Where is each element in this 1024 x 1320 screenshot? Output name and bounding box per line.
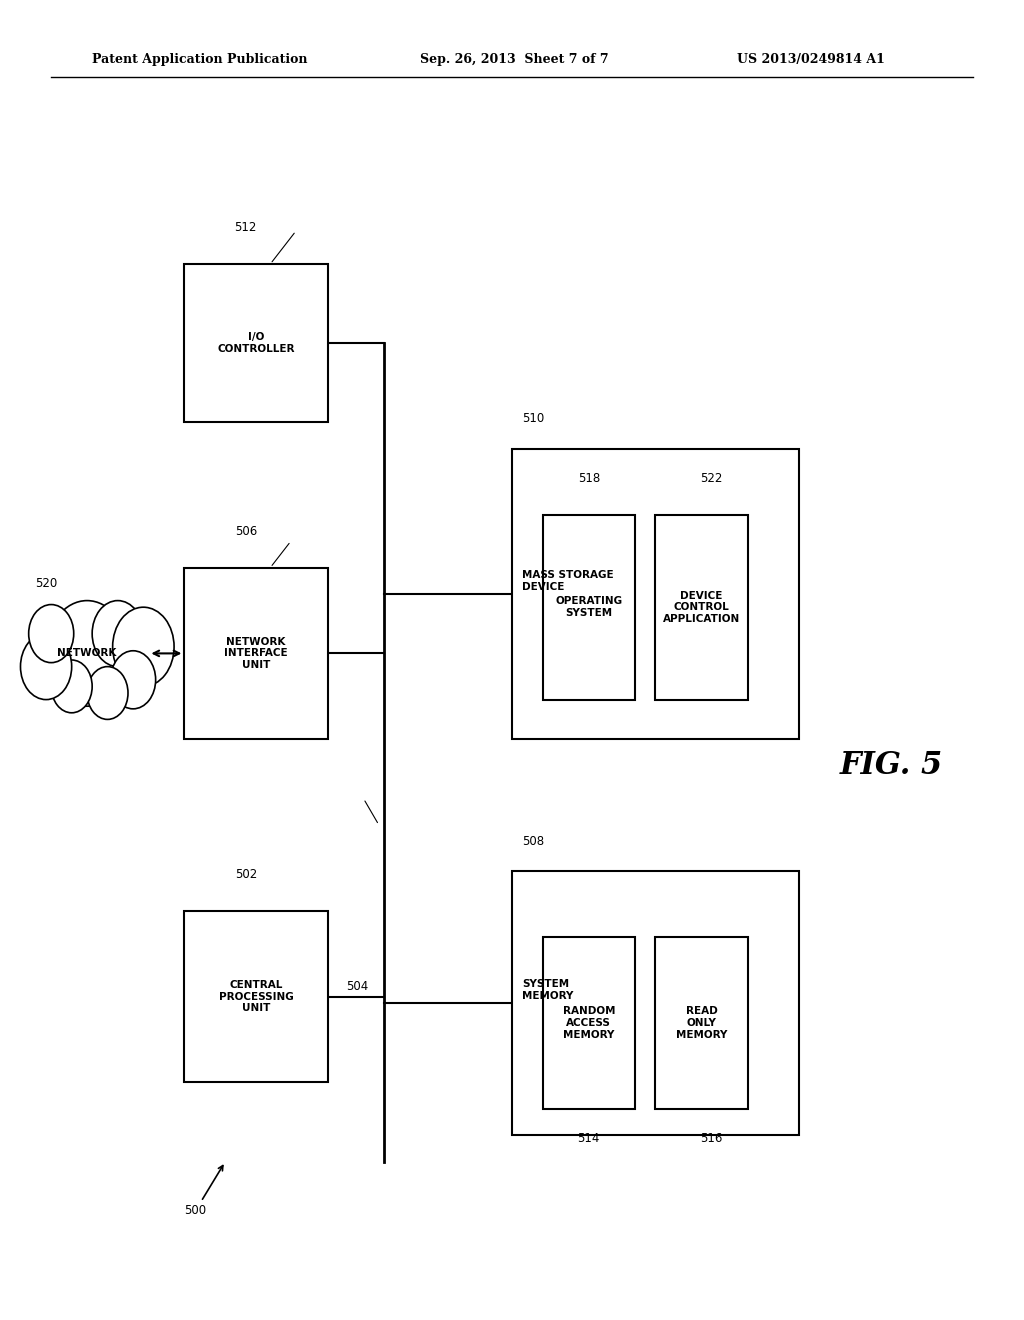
Text: READ
ONLY
MEMORY: READ ONLY MEMORY: [676, 1006, 727, 1040]
Text: 512: 512: [234, 220, 257, 234]
Text: 506: 506: [234, 524, 257, 537]
Text: NETWORK: NETWORK: [57, 648, 117, 659]
Text: FIG. 5: FIG. 5: [840, 750, 943, 781]
Circle shape: [51, 660, 92, 713]
Text: 516: 516: [700, 1131, 723, 1144]
FancyBboxPatch shape: [184, 911, 328, 1082]
Text: NETWORK
INTERFACE
UNIT: NETWORK INTERFACE UNIT: [224, 636, 288, 671]
Text: CENTRAL
PROCESSING
UNIT: CENTRAL PROCESSING UNIT: [219, 979, 293, 1014]
Text: 508: 508: [522, 834, 545, 847]
Circle shape: [113, 607, 174, 686]
FancyBboxPatch shape: [512, 871, 799, 1135]
Text: OPERATING
SYSTEM: OPERATING SYSTEM: [555, 597, 623, 618]
Circle shape: [46, 601, 128, 706]
Circle shape: [20, 634, 72, 700]
FancyBboxPatch shape: [655, 937, 748, 1109]
Text: 514: 514: [578, 1131, 600, 1144]
Text: 504: 504: [346, 979, 369, 993]
Text: DEVICE
CONTROL
APPLICATION: DEVICE CONTROL APPLICATION: [663, 590, 740, 624]
Circle shape: [92, 601, 143, 667]
Text: SYSTEM
MEMORY: SYSTEM MEMORY: [522, 979, 573, 1001]
Text: Sep. 26, 2013  Sheet 7 of 7: Sep. 26, 2013 Sheet 7 of 7: [420, 53, 608, 66]
Text: I/O
CONTROLLER: I/O CONTROLLER: [217, 333, 295, 354]
Text: MASS STORAGE
DEVICE: MASS STORAGE DEVICE: [522, 570, 613, 591]
Text: Patent Application Publication: Patent Application Publication: [92, 53, 307, 66]
Circle shape: [29, 605, 74, 663]
Text: 518: 518: [578, 471, 600, 484]
Text: 510: 510: [522, 412, 545, 425]
FancyBboxPatch shape: [512, 449, 799, 739]
FancyBboxPatch shape: [655, 515, 748, 700]
Circle shape: [111, 651, 156, 709]
Text: RANDOM
ACCESS
MEMORY: RANDOM ACCESS MEMORY: [562, 1006, 615, 1040]
Text: US 2013/0249814 A1: US 2013/0249814 A1: [737, 53, 885, 66]
FancyBboxPatch shape: [543, 515, 635, 700]
Text: 522: 522: [700, 471, 723, 484]
Text: 520: 520: [35, 577, 57, 590]
Circle shape: [87, 667, 128, 719]
Text: 502: 502: [234, 867, 257, 880]
Text: 500: 500: [184, 1166, 223, 1217]
FancyBboxPatch shape: [543, 937, 635, 1109]
FancyBboxPatch shape: [184, 264, 328, 422]
FancyBboxPatch shape: [184, 568, 328, 739]
